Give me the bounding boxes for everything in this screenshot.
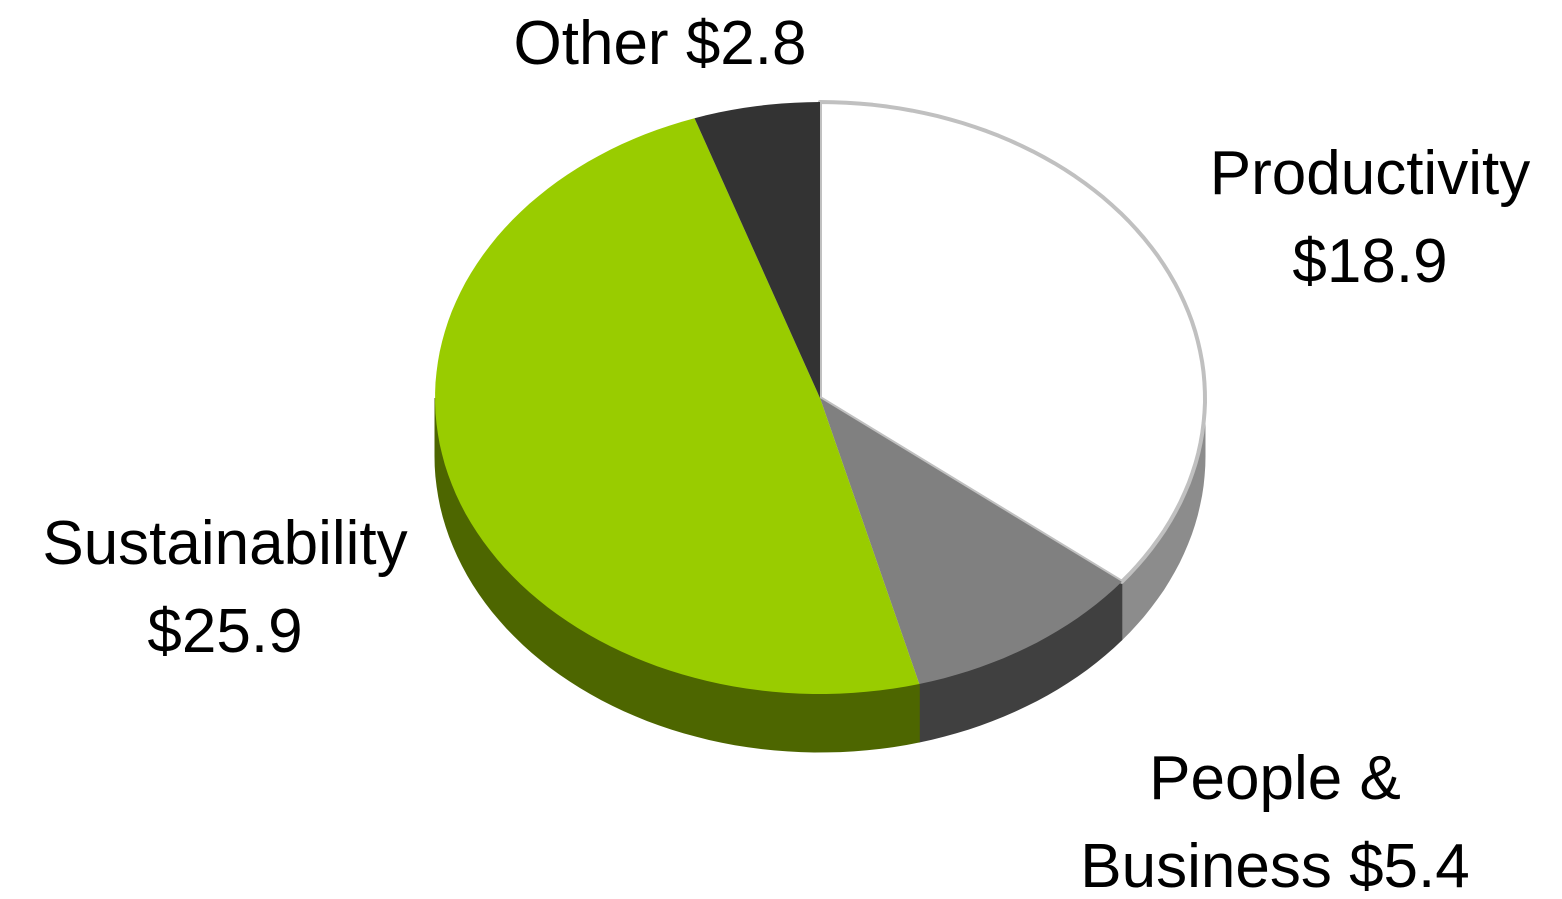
slice-label: Sustainability $25.9: [0, 500, 450, 676]
category-label: People & Business: [1080, 744, 1401, 899]
slice: [435, 118, 920, 694]
value-label: $25.9: [147, 597, 303, 666]
slice: [820, 398, 1122, 684]
slice-label: Productivity $18.9: [1170, 130, 1562, 306]
value-label: $2.8: [685, 9, 807, 78]
category-label: Sustainability: [42, 509, 408, 578]
slice-label: People & Business $5.4: [1030, 735, 1520, 899]
slice: [818, 100, 1207, 584]
value-label: $5.4: [1349, 832, 1470, 899]
category-label: Productivity: [1209, 139, 1531, 208]
slice: [694, 102, 820, 398]
slice-side: [434, 397, 920, 753]
category-label: Other: [513, 9, 669, 78]
slice-label: Other $2.8: [260, 0, 1060, 88]
value-label: $18.9: [1292, 227, 1448, 296]
